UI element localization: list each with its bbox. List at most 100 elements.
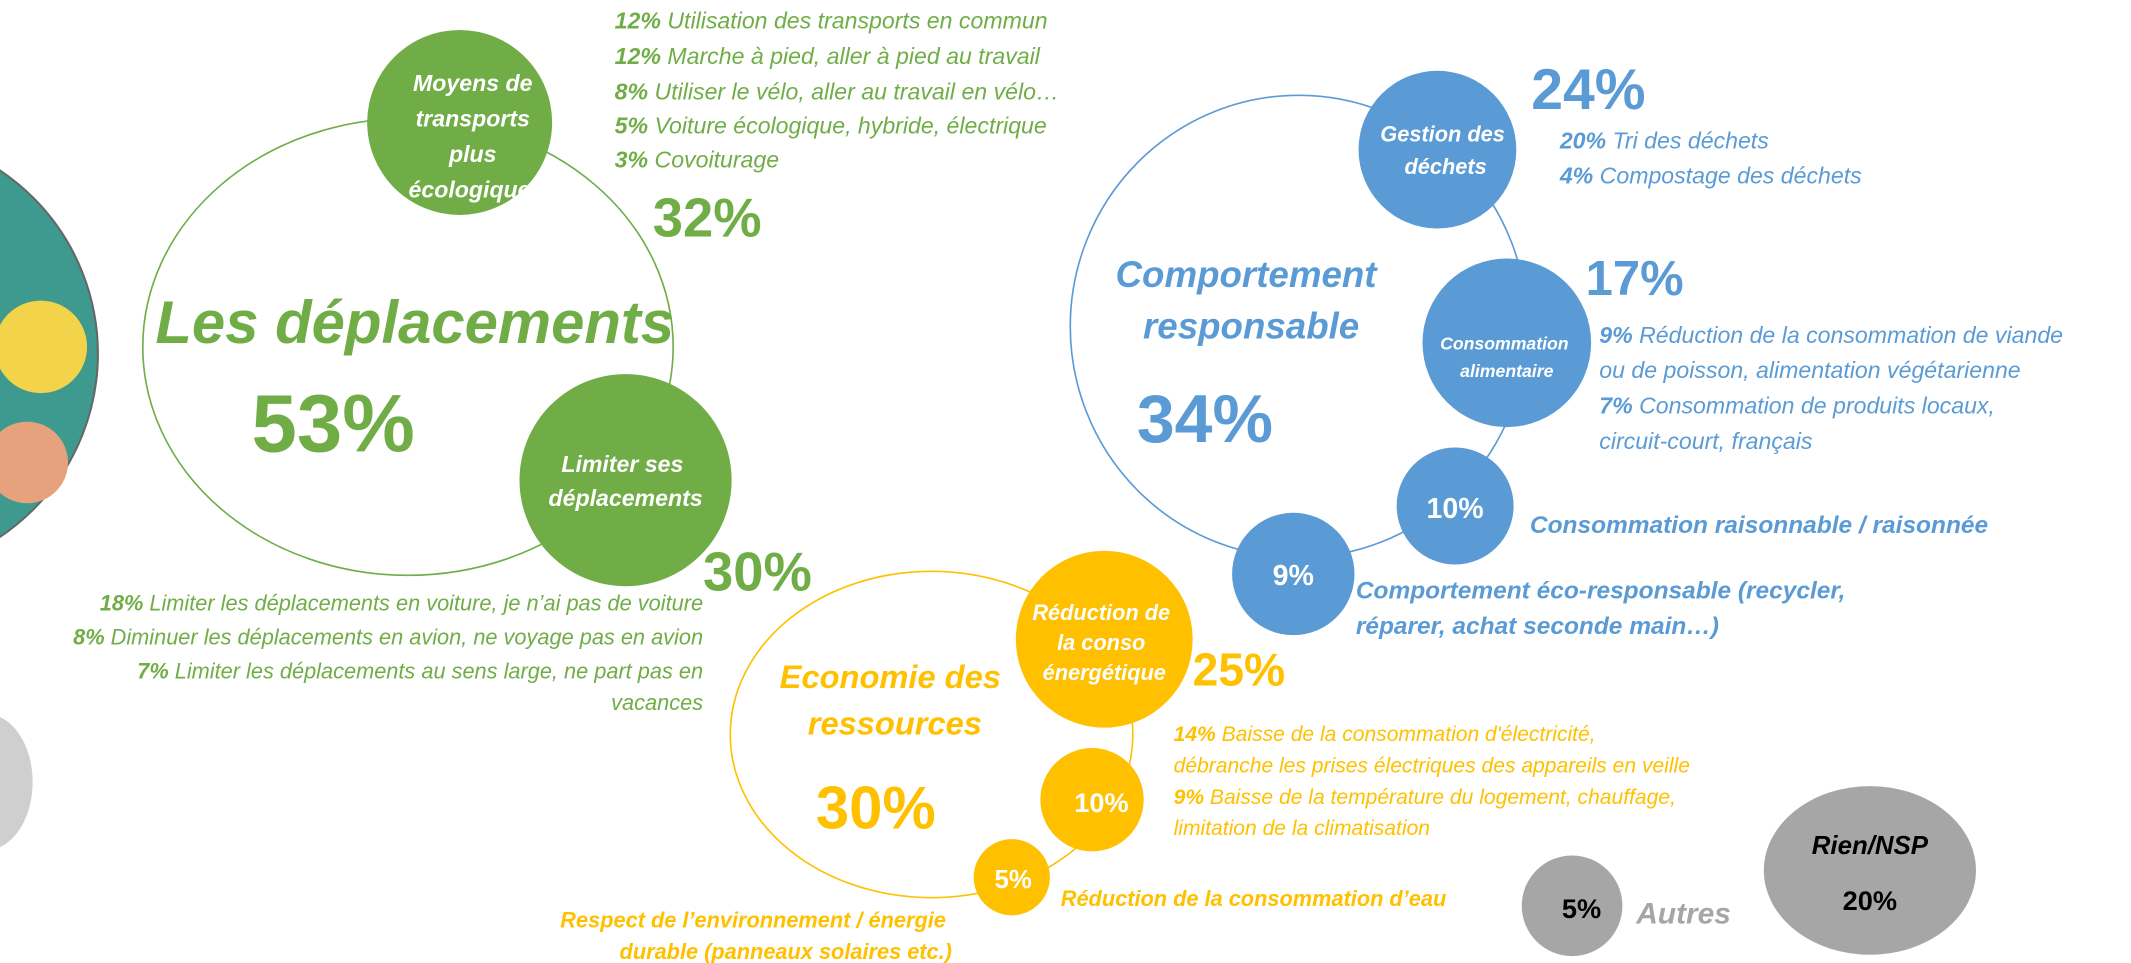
item-list: 20% Tri des déchets 4% Compostage des dé… bbox=[1559, 127, 1862, 188]
label-line: la conso bbox=[1057, 630, 1145, 655]
sub-total: 10% bbox=[1427, 493, 1484, 525]
text-part: Consommation de produits locaux, bbox=[1639, 393, 1995, 419]
item: 8% Utiliser le vélo, aller au travail en… bbox=[615, 78, 1059, 104]
sub-total: 32% bbox=[653, 188, 762, 249]
text-part: 8% bbox=[615, 78, 648, 104]
text-part: Covoiturage bbox=[655, 146, 780, 172]
sub-circle bbox=[1396, 447, 1514, 565]
sub-circle bbox=[1015, 550, 1193, 728]
label-line: Gestion des bbox=[1380, 122, 1505, 147]
text-part: Baisse de la consommation d'électricité, bbox=[1222, 723, 1596, 746]
group-total: 30% bbox=[816, 774, 936, 841]
text-part: Limiter les déplacements au sens large, … bbox=[175, 659, 703, 684]
item: 9% Réduction de la consommation de viand… bbox=[1599, 322, 2063, 348]
sub-text: Consommation raisonnable / raisonnée bbox=[1530, 512, 1988, 539]
text-part: 14% bbox=[1174, 723, 1216, 746]
item: limitation de la climatisation bbox=[1174, 817, 1430, 840]
label-line: Moyens de bbox=[413, 70, 533, 96]
item: vacances bbox=[611, 690, 703, 715]
sub-circle bbox=[519, 374, 732, 587]
item: 7% Consommation de produits locaux, bbox=[1599, 393, 1995, 419]
label-line: écologiques bbox=[409, 176, 544, 202]
other-circle bbox=[1521, 855, 1623, 957]
label-line: Réduction de bbox=[1032, 600, 1170, 625]
sub-text: Respect de l’environnement / énergie dur… bbox=[560, 908, 952, 963]
text-line: durable (panneaux solaires etc.) bbox=[620, 939, 952, 963]
item-list: 12% Utilisation des transports en commun… bbox=[615, 8, 1059, 173]
label-line: plus bbox=[448, 141, 497, 167]
group-title: Les déplacements bbox=[155, 289, 674, 356]
text-part: Limiter les déplacements en voiture, je … bbox=[149, 591, 703, 616]
sub-circle bbox=[973, 839, 1050, 916]
sub-label: Limiter ses déplacements bbox=[548, 451, 702, 511]
other-label: Rien/NSP bbox=[1812, 832, 1929, 860]
title-line: Comportement bbox=[1116, 254, 1379, 295]
text-line: Respect de l’environnement / énergie bbox=[560, 908, 946, 933]
text-part: 12% bbox=[615, 8, 661, 34]
text-part: Compostage des déchets bbox=[1600, 163, 1863, 189]
sub-label: Consommation alimentaire bbox=[1440, 334, 1573, 381]
label-line: alimentaire bbox=[1460, 361, 1553, 381]
text-line: Comportement éco-responsable (recycler, bbox=[1356, 577, 1846, 604]
text-part: Voiture écologique, hybride, électrique bbox=[655, 112, 1047, 138]
text-part: 9% bbox=[1174, 786, 1205, 809]
sub-text: Réduction de la consommation d’eau bbox=[1061, 886, 1447, 911]
item: 5% Voiture écologique, hybride, électriq… bbox=[615, 112, 1047, 138]
other-label: Autres bbox=[1635, 897, 1731, 930]
item: 12% Marche à pied, aller à pied au trava… bbox=[615, 43, 1041, 69]
item: 7% Limiter les déplacements au sens larg… bbox=[137, 659, 703, 684]
text-part: 8% bbox=[73, 625, 104, 650]
label-line: Consommation bbox=[1440, 334, 1569, 354]
text-part: 18% bbox=[100, 591, 144, 616]
text-part: 4% bbox=[1559, 163, 1593, 189]
other-total: 5% bbox=[1562, 893, 1601, 924]
text-part: 3% bbox=[615, 146, 648, 172]
item: 9% Baisse de la température du logement,… bbox=[1174, 786, 1676, 809]
text-part: 5% bbox=[615, 112, 648, 138]
sub-label: Gestion des déchets bbox=[1380, 122, 1511, 180]
text-part: 20% bbox=[1559, 127, 1606, 153]
item-list: 18% Limiter les déplacements en voiture,… bbox=[73, 591, 703, 715]
label-line: énergétique bbox=[1043, 660, 1166, 685]
sub-label: Réduction de la conso énergétique bbox=[1032, 600, 1176, 685]
text-part: Utiliser le vélo, aller au travail en vé… bbox=[655, 78, 1060, 104]
text-part: Marche à pied, aller à pied au travail bbox=[667, 43, 1040, 69]
text-part: 7% bbox=[137, 659, 168, 684]
title-line: ressources bbox=[808, 704, 982, 741]
sub-total: 17% bbox=[1586, 252, 1684, 306]
sub-circle bbox=[1358, 70, 1517, 229]
group-total: 53% bbox=[252, 379, 415, 470]
item-list: 14% Baisse de la consommation d'électric… bbox=[1174, 723, 1690, 840]
label-line: Limiter ses bbox=[561, 451, 683, 477]
item: 12% Utilisation des transports en commun bbox=[615, 8, 1048, 34]
group-title: Economie des ressources bbox=[780, 658, 1010, 741]
sub-circle bbox=[367, 30, 553, 215]
shadow-deco bbox=[0, 717, 33, 848]
text-part: 12% bbox=[615, 43, 661, 69]
label-line: transports bbox=[416, 106, 530, 132]
item: 3% Covoiturage bbox=[615, 146, 779, 172]
sub-total: 30% bbox=[703, 541, 812, 602]
item: ou de poisson, alimentation végétarienne bbox=[1599, 357, 2020, 383]
sub-total: 25% bbox=[1193, 643, 1286, 695]
text-part: Réduction de la consommation de viande bbox=[1639, 322, 2063, 348]
item: 14% Baisse de la consommation d'électric… bbox=[1174, 723, 1596, 746]
sub-text: Comportement éco-responsable (recycler, … bbox=[1356, 577, 1852, 639]
text-part: Baisse de la température du logement, ch… bbox=[1210, 786, 1676, 809]
group-total: 34% bbox=[1137, 381, 1273, 457]
item: 8% Diminuer les déplacements en avion, n… bbox=[73, 625, 703, 650]
title-line: responsable bbox=[1143, 306, 1359, 347]
sub-total: 5% bbox=[994, 866, 1031, 894]
photo-deco bbox=[0, 421, 68, 504]
item: 18% Limiter les déplacements en voiture,… bbox=[100, 591, 703, 616]
item: débranche les prises électriques des app… bbox=[1174, 755, 1690, 778]
text-part: Diminuer les déplacements en avion, ne v… bbox=[111, 625, 703, 650]
text-part: Tri des déchets bbox=[1613, 127, 1770, 153]
sub-total: 24% bbox=[1531, 58, 1645, 122]
text-part: Utilisation des transports en commun bbox=[667, 8, 1047, 34]
other-circle bbox=[1763, 786, 1976, 955]
item: circuit-court, français bbox=[1599, 428, 1813, 454]
item-list: 9% Réduction de la consommation de viand… bbox=[1599, 322, 2063, 454]
